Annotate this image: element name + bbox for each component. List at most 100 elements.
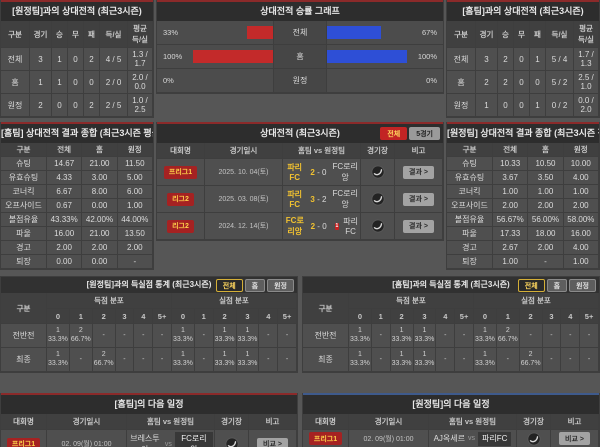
dist-cell: - (278, 347, 297, 372)
group-header-scored: 득점 분포 (349, 293, 474, 309)
dist-cell: 2 66.7% (92, 347, 116, 372)
row-label: 유효슈팅 (1, 171, 47, 185)
table-cell: 6.00 (117, 185, 153, 199)
dist-cell: 1 33.3% (413, 324, 437, 348)
panel-title-text: [홈팀]과의 득실점 통계 (최근3시즌) (392, 280, 510, 289)
league-cell: 프리그1 (303, 429, 349, 447)
league-badge: 프리그1 (308, 432, 343, 446)
panel-title-text: 상대전적 (최근3시즌) (260, 128, 340, 138)
row-label: 볼점유율 (447, 213, 493, 227)
table-cell: 1.3 / 1.7 (128, 48, 153, 71)
table-cell: 3.00 (82, 171, 118, 185)
column-header: 구분 (303, 293, 349, 324)
column-header: 전체 (47, 143, 83, 157)
stadium-icon[interactable] (370, 219, 385, 233)
table-cell: 2 / 5 (100, 94, 128, 117)
table-cell: 1 (530, 94, 546, 117)
compare-button[interactable]: 비교 > (559, 432, 590, 446)
panel-title-text: [원정팀]과의 득실점 통계 (최근3시즌) (86, 280, 212, 289)
goals-distribution-table: 구분 득점 분포 실점 분포 0 1 2 3 4 5+ 0 1 2 3 4 5+… (303, 293, 599, 372)
league-badge: 리그2 (167, 192, 194, 206)
column-header: 경기일시 (205, 143, 283, 159)
result-button[interactable]: 결과 > (403, 165, 434, 179)
tab-away[interactable]: 원정 (267, 279, 294, 292)
bin-header: 0 (171, 309, 195, 324)
table-cell: 56.00% (528, 213, 564, 227)
home-bar-track (193, 50, 273, 63)
panel-title: 상대전적 (최근3시즌) 전체 5경기 (157, 122, 443, 143)
tab-away[interactable]: 원정 (569, 279, 596, 292)
h2h-results-table: 대회명 경기일시 홈팀 vs 원정팀 경기장 비고 프리그1 2025. 10.… (157, 143, 443, 240)
tab-home[interactable]: 홈 (244, 279, 266, 292)
record-vs-hometeam-panel: [홈팀]과의 상대전적 (최근3시즌) 구분 경기 승 무 패 득/실 평균 득… (446, 0, 600, 118)
panel-title: [원정팀]과의 상대전적 (최근3시즌) (1, 0, 153, 21)
stadium-icon[interactable] (526, 432, 541, 446)
dist-cell: - (194, 347, 214, 372)
result-cell: 결과 > (395, 159, 443, 186)
tab-all[interactable]: 전체 (517, 279, 545, 292)
stadium-icon[interactable] (224, 437, 239, 447)
dist-cell: 2 66.7% (69, 324, 93, 348)
table-cell: 3.50 (528, 171, 564, 185)
bin-header: 0 (47, 309, 70, 324)
table-cell: 0.0 / 2.0 (574, 94, 599, 117)
table-cell: 1.00 (117, 199, 153, 213)
dist-cell: 1 33.3% (473, 347, 497, 372)
table-cell: 21.00 (82, 227, 118, 241)
away-winrate-value: 0% (426, 76, 437, 85)
row-label: 볼점유율 (1, 213, 47, 227)
tab-all[interactable]: 전체 (215, 279, 243, 292)
tab-last5[interactable]: 5경기 (409, 127, 440, 140)
table-cell: 11.50 (117, 157, 153, 171)
bin-header: 3 (115, 309, 135, 324)
stadium-icon[interactable] (370, 192, 385, 206)
table-cell: 2.00 (563, 199, 599, 213)
stadium-cell (361, 213, 395, 240)
dist-cell: - (115, 324, 135, 348)
column-header: 대회명 (303, 413, 349, 430)
column-header: 득/실 (100, 21, 128, 48)
bin-header: 1 (496, 309, 520, 324)
table-cell: 56.67% (493, 213, 529, 227)
panel-title: 상대전적 승률 그래프 (157, 0, 443, 21)
awayteam-stats-panel: [원정팀] 상대전적 결과 종합 (최근3시즌 평균) 구분 전체 홈 원정 슈… (446, 122, 600, 270)
dist-cell: 1 33.3% (47, 324, 70, 348)
graph-row-label: 홈 (273, 45, 327, 68)
table-cell: 2.00 (528, 199, 564, 213)
graph-row-label: 전체 (273, 21, 327, 44)
bin-header: 1 (371, 309, 391, 324)
record-table: 구분 경기 승 무 패 득/실 평균 득/실 전체 3 1 0 2 4 / 5 … (1, 21, 153, 117)
tab-all[interactable]: 전체 (380, 127, 408, 140)
table-cell: 0 (68, 48, 84, 71)
table-cell: 0 (68, 94, 84, 117)
home-team-name: AJ옥세르 (433, 434, 466, 444)
table-cell: 0.00 (82, 255, 118, 269)
bin-header: 1 (194, 309, 214, 324)
table-cell: 0 (514, 71, 530, 94)
compare-button[interactable]: 비교 > (257, 437, 288, 447)
match-time: 02. 09(월) 01:00 (349, 429, 429, 447)
panel-title: [홈팀]과의 상대전적 (최근3시즌) (447, 0, 599, 21)
graph-row: 100% 홈 100% (157, 45, 443, 69)
column-header: 홈 (528, 143, 564, 157)
bin-header: 5+ (153, 309, 172, 324)
row-label: 코너킥 (447, 185, 493, 199)
table-cell: 2 / 0 (100, 71, 128, 94)
row-label: 홈 (1, 71, 30, 94)
bin-header: 4 (436, 309, 456, 324)
dist-cell: - (153, 324, 172, 348)
column-header: 승 (498, 21, 514, 48)
row-label: 코너킥 (1, 185, 47, 199)
stadium-icon[interactable] (370, 165, 385, 179)
table-cell: 3.67 (493, 171, 529, 185)
match-cell: 파리FC 3 - 2 FC로리앙 (283, 186, 361, 213)
panel-title: [원정팀] 상대전적 결과 종합 (최근3시즌 평균) (447, 122, 599, 143)
result-button[interactable]: 결과 > (403, 219, 434, 233)
dist-cell: - (436, 324, 456, 348)
result-button[interactable]: 결과 > (403, 192, 434, 206)
tab-home[interactable]: 홈 (546, 279, 568, 292)
column-header: 평균 득/실 (574, 21, 599, 48)
awayteam-schedule-panel: [원정팀]의 다음 일정 대회명 경기일시 홈팀 vs 원정팀 경기장 비고 프… (302, 392, 600, 447)
table-cell: 2 (84, 48, 100, 71)
bin-header: 4 (134, 309, 154, 324)
